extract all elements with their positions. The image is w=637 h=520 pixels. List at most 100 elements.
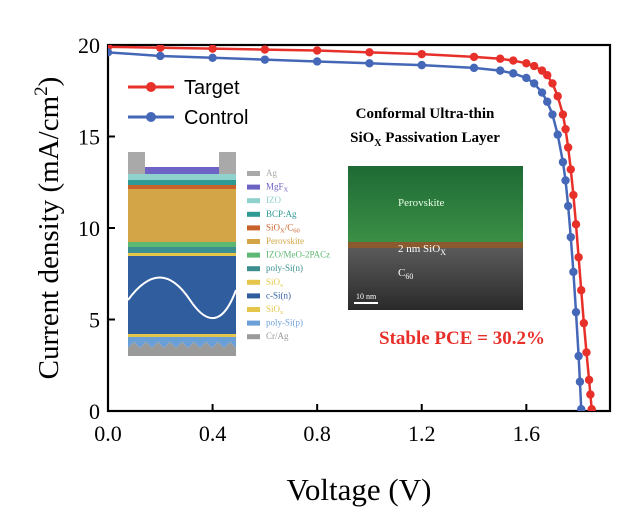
stack-legend-swatch [247,239,260,244]
y-tick-label: 15 [78,125,100,150]
legend-target-marker [146,82,156,92]
tem-sio-interface [348,242,523,248]
stack-legend-text: poly-Si(p) [266,318,303,328]
stack-legend-label: BCP:Ag [266,209,297,219]
tem-label-c60: C60 [398,267,413,281]
series-control-point [208,53,217,63]
tem-c60-region [348,248,523,310]
stack-legend-label: SiOX/C60 [266,222,300,234]
series-target-point [582,348,591,357]
inset-title-line1: Conformal Ultra-thin [356,106,495,122]
y-tick-label: 0 [89,399,100,424]
stack-c-si-layer [128,256,236,334]
series-target-point [548,79,557,88]
series-target-point [365,48,374,57]
x-tick-label: 0.4 [199,421,227,446]
stack-mgf-layer [145,167,219,174]
stack-perovskite-layer [128,189,236,242]
stack-izo-layer [128,174,236,180]
x-tick-label: 1.6 [513,421,541,446]
stack-legend-text: SiO [266,277,281,287]
stack-legend-sub: X [280,227,285,234]
stack-legend-swatch [247,334,260,340]
series-target-point [587,404,596,411]
stack-legend-swatch [247,184,260,190]
tem-label-sio: 2 nm SiOX [398,243,446,257]
stack-legend-text: IZO/MeO-2PACz [266,250,330,260]
y-axis-ticks: 0 5 10 15 20 [78,33,115,424]
series-control-point [543,97,552,106]
stack-legend-label: SiOx [266,277,284,289]
series-control-point [563,201,573,211]
stack-legend-label: c-Si(n) [266,290,291,300]
series-control-point [365,59,374,68]
stack-legend-swatch [247,211,260,217]
x-tick-label: 0.8 [303,421,331,446]
stack-legend-sub: X [284,187,289,194]
y-title-sup: 2 [31,86,52,96]
stack-legend-swatch [247,279,260,285]
series-target-point [312,46,322,55]
stack-poly-si-n-layer [128,247,236,253]
stack-legend-text: Cr/Ag [266,331,289,341]
stack-legend-sub: x [280,309,284,316]
series-target-point [558,110,568,119]
stack-legend-text: c-Si(n) [266,290,291,300]
stack-legend-label: Cr/Ag [266,331,289,341]
legend-control-label: Control [184,107,248,129]
stack-legend-swatch [247,252,260,258]
stack-legend-swatch [247,266,260,272]
stack-sio-c60-layer [128,185,236,189]
series-control-point [156,51,165,61]
series-target-point [543,70,552,80]
series-target-point [260,45,270,54]
legend-target-label: Target [184,77,240,99]
tem-perovskite-region [348,166,523,242]
stack-legend-text: MgF [266,182,284,192]
legend: Target Control [128,77,248,129]
legend-control-marker [146,112,156,122]
tem-sio-sub: X [440,248,446,257]
stack-legend-sub: x [280,282,284,289]
series-target-point [569,190,578,200]
series-target-point [417,49,426,59]
series-target-point [584,375,594,385]
stack-izo-meo-layer [128,242,236,247]
series-control-point [558,157,568,167]
series-target-point [566,165,575,174]
series-control-point [575,377,585,386]
series-control-point [571,307,581,317]
y-axis-title: Current density (mA/cm2) [31,77,65,380]
series-control-point [548,110,557,119]
series-control-point [312,57,322,66]
stack-legend-text: SiO [266,304,281,314]
series-target-point [553,92,562,101]
tem-image-inset: Perovskite 2 nm SiOX C60 10 nm [348,166,523,310]
stack-legend-label: Perovskite [266,236,304,246]
series-control-point [561,176,570,185]
stack-cr-ag-layer [128,342,236,356]
device-stack-inset: AgMgFXIZOBCP:AgSiOX/C60PerovskiteIZO/MeO… [127,152,330,356]
pce-annotation: Stable PCE = 30.2% [379,328,545,349]
series-target-point [522,59,531,68]
series-target-point [529,61,539,71]
series-control-point [537,88,547,97]
stack-legend-sub2: 60 [293,227,300,234]
stack-legend-tail: /C [285,222,294,232]
series-target-point [469,52,479,62]
stack-legend-label: Ag [266,168,277,178]
x-axis-title: Voltage (V) [287,472,432,507]
tem-scalebar-label: 10 nm [356,292,377,301]
series-control-point [260,55,270,64]
series-target-point [509,56,518,65]
y-title-main: Current density (mA/cm [33,95,65,379]
tem-label-perovskite: Perovskite [398,197,445,209]
series-control-point [577,404,586,411]
x-tick-label: 0.0 [94,421,122,446]
series-control-point [417,60,426,70]
series-target-point [571,220,581,229]
series-target-point [208,45,217,53]
series-target-point [563,143,573,152]
stack-sio-top-layer [128,253,236,256]
